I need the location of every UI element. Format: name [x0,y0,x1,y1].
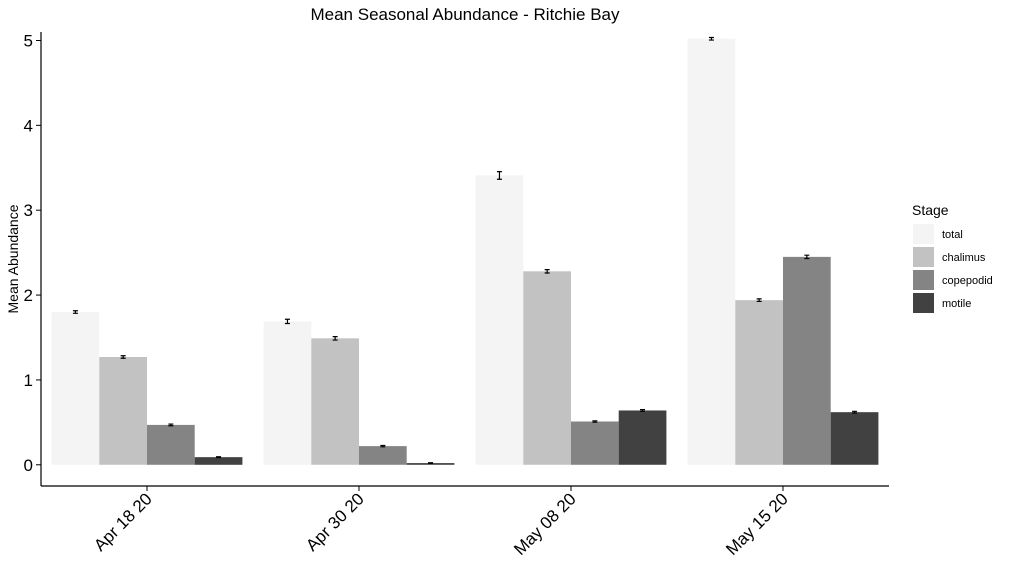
bar-total-apr-30-20 [263,321,312,465]
legend-swatch-copepodid [913,270,934,290]
legend-label-chalimus: chalimus [942,252,986,264]
legend-label-copepodid: copepodid [942,275,993,287]
error-bar-chalimus-apr-18-20 [120,355,126,359]
bar-motile-may-15-20 [830,412,879,465]
plot-area: Apr 18 20 Apr 30 20 May 08 20 May 15 20 0 1 2 3… [24,31,889,559]
error-bar-copepodid-apr-30-20 [380,444,386,448]
bar-copepodid-apr-18-20 [147,424,195,465]
legend-swatch-total [913,224,934,244]
bar-chalimus-apr-30-20 [311,338,359,465]
error-bar-copepodid-may-15-20 [804,254,810,260]
y-tick-label-1: 1 [24,371,33,390]
error-bar-motile-apr-18-20 [216,456,222,459]
chart-title: Mean Seasonal Abundance - Ritchie Bay [310,5,620,24]
legend-item-copepodid: copepodid [913,270,993,290]
bar-chalimus-may-08-20 [523,271,571,465]
x-tick-label-apr-30-20: Apr 30 20 [302,489,368,555]
y-tick-label-0: 0 [24,456,33,475]
y-axis-title: Mean Abundance [5,204,21,313]
bar-copepodid-may-15-20 [783,256,831,465]
error-bar-total-may-08-20 [496,170,502,180]
error-bar-chalimus-may-08-20 [544,269,550,274]
legend-label-motile: motile [942,298,971,310]
bar-copepodid-may-08-20 [571,421,619,465]
legend-swatch-chalimus [913,247,934,267]
bar-total-may-15-20 [687,38,736,465]
bar-chalimus-apr-18-20 [99,357,147,465]
legend: Stage total chalimus copepodid motile [912,202,993,313]
error-bar-total-apr-30-20 [284,318,290,325]
y-tick-label-3: 3 [24,201,33,220]
y-tick-label-2: 2 [24,286,33,305]
legend-item-total: total [913,224,963,244]
legend-item-chalimus: chalimus [913,247,986,267]
bar-chalimus-may-15-20 [735,300,783,465]
error-bar-chalimus-apr-30-20 [332,336,338,341]
x-tick-label-may-15-20: May 15 20 [722,489,792,559]
y-tick-label-4: 4 [24,116,33,135]
error-bar-motile-apr-30-20 [428,462,434,465]
legend-title: Stage [912,202,949,218]
bar-total-may-08-20 [475,175,524,465]
bar-total-apr-18-20 [51,312,100,465]
bar-copepodid-apr-30-20 [359,446,407,465]
error-bar-chalimus-may-15-20 [756,298,762,303]
error-bar-copepodid-apr-18-20 [168,423,174,427]
x-tick-label-apr-18-20: Apr 18 20 [90,489,156,555]
x-tick-label-may-08-20: May 08 20 [510,489,580,559]
legend-label-total: total [942,229,963,241]
error-bar-copepodid-may-08-20 [592,420,598,423]
error-bar-motile-may-15-20 [852,410,858,414]
error-bar-motile-may-08-20 [640,409,646,412]
bar-motile-apr-18-20 [194,457,243,465]
error-bar-total-may-15-20 [708,36,714,41]
legend-swatch-motile [913,293,934,313]
y-tick-label-5: 5 [24,31,33,50]
error-bar-total-apr-18-20 [72,310,78,314]
legend-item-motile: motile [913,293,971,313]
bar-motile-may-08-20 [618,410,667,465]
